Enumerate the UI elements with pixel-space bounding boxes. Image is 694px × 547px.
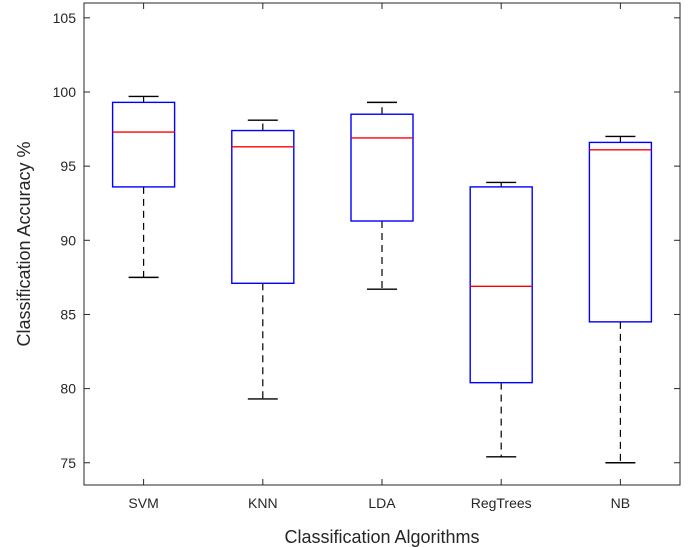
iqr-box <box>469 186 533 384</box>
x-tick-label: NB <box>611 495 630 511</box>
x-tick-label: LDA <box>368 495 396 511</box>
y-tick-label: 75 <box>60 455 76 471</box>
x-axis-label: Classification Algorithms <box>284 527 479 547</box>
plot-area <box>83 2 681 486</box>
y-axis: 75 80 85 90 95 100 105 <box>53 10 680 471</box>
x-tick-label: RegTrees <box>471 495 532 511</box>
y-axis-label: Classification Accuracy % <box>14 141 34 346</box>
iqr-box <box>111 101 176 188</box>
box-knn <box>231 119 295 400</box>
boxes-group <box>111 95 653 464</box>
iqr-box <box>231 129 295 285</box>
y-tick-label: 105 <box>53 10 77 26</box>
box-nb <box>588 135 653 464</box>
y-tick-label: 85 <box>60 306 76 322</box>
box-svm <box>111 95 176 279</box>
y-tick-label: 80 <box>60 381 76 397</box>
y-tick-label: 95 <box>60 158 76 174</box>
box-regtrees <box>469 181 533 458</box>
y-tick-label: 100 <box>53 84 77 100</box>
x-axis: SVM KNN LDA RegTrees NB <box>128 3 630 511</box>
iqr-box <box>350 113 414 222</box>
box-lda <box>350 101 414 290</box>
x-tick-label: SVM <box>128 495 158 511</box>
x-tick-label: KNN <box>248 495 278 511</box>
y-tick-label: 90 <box>60 232 76 248</box>
iqr-box <box>588 141 653 323</box>
